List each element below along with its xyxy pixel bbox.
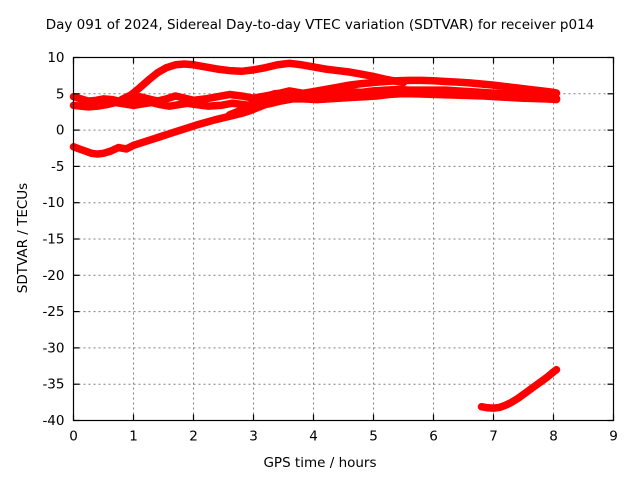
y-tick-label: 10 [47,50,64,66]
data-trace-arc-6 [477,365,561,412]
x-tick-label: 7 [489,429,498,445]
x-tick-label: 8 [549,429,558,445]
y-tick-label: -25 [42,304,64,320]
x-tick-label: 5 [369,429,378,445]
chart-title: Day 091 of 2024, Sidereal Day-to-day VTE… [45,17,595,33]
y-tick-label: -40 [42,413,64,429]
y-tick-label: -20 [42,268,64,284]
data-trace-arc-3 [117,59,408,104]
axis-ticks: 10 5 0 -5 -10 -15 -20 -25 -30 -35 -40 0 1 2 3 4 5 6 7 8 9 [42,50,617,445]
y-tick-label: -5 [51,159,64,175]
data-trace-arc-4 [69,76,561,158]
x-tick-label: 6 [429,429,438,445]
y-tick-label: -30 [42,340,64,356]
y-axis-label: SDTVAR / TECUs [15,182,31,294]
x-tick-label: 1 [129,429,138,445]
y-tick-label: -35 [42,377,64,393]
y-tick-label: 0 [56,123,65,139]
x-tick-label: 2 [189,429,198,445]
y-tick-label: -10 [42,195,64,211]
data-trace-arc-5 [225,89,561,119]
x-tick-label: 4 [309,429,318,445]
y-tick-label: -15 [42,232,64,248]
data-series-group [69,59,561,412]
x-tick-label: 9 [609,429,618,445]
grid-lines [73,57,614,421]
x-axis-label: GPS time / hours [263,455,377,471]
x-tick-label: 0 [69,429,78,445]
x-tick-label: 3 [249,429,258,445]
y-tick-label: 5 [56,86,65,102]
